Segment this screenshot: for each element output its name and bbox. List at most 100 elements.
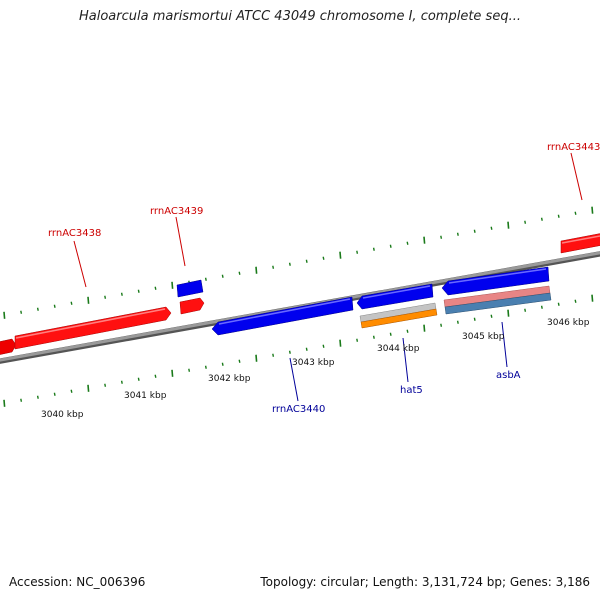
tick-minor [272, 353, 275, 357]
tick-minor [322, 256, 325, 260]
tick-minor [473, 317, 476, 321]
tick-major [423, 236, 426, 244]
gene-rrnAC3438[interactable] [14, 306, 172, 350]
tick-major [87, 296, 90, 304]
gene-block-3039[interactable] [176, 279, 204, 298]
gene-labels: rrnAC3438 rrnAC3439 rrnAC3443 rrnAC3440 … [48, 142, 600, 415]
label-rrnAC3439[interactable]: rrnAC3439 [150, 206, 203, 217]
kbp-label-3046: 3046 kbp [547, 318, 590, 328]
tick-major [423, 324, 426, 332]
gene-block-left-edge[interactable] [0, 338, 17, 355]
tick-minor [204, 365, 207, 369]
kbp-label-3043: 3043 kbp [292, 358, 335, 368]
kbp-label-3044: 3044 kbp [377, 344, 420, 354]
tick-major [171, 369, 174, 377]
tick-minor [456, 232, 459, 236]
tick-minor [120, 380, 123, 384]
kbp-label-3041: 3041 kbp [124, 391, 167, 401]
tick-major [255, 354, 258, 362]
tick-minor [524, 308, 527, 312]
label-hat5[interactable]: hat5 [400, 385, 423, 396]
tick-minor [137, 377, 140, 381]
gene-rrnAC3439[interactable] [179, 297, 205, 315]
tick-minor [221, 274, 224, 278]
tick-minor [372, 335, 375, 339]
tick-minor [440, 323, 443, 327]
tick-minor [490, 226, 493, 230]
tick-minor [104, 295, 107, 299]
tick-major [591, 294, 594, 302]
tick-major [255, 266, 258, 274]
tick-minor [36, 395, 39, 399]
tick-minor [204, 277, 207, 281]
tick-minor [104, 383, 107, 387]
tick-minor [305, 259, 308, 263]
feature-orange[interactable] [360, 308, 438, 329]
tick-minor [288, 350, 291, 354]
tick-minor [154, 374, 157, 378]
kbp-label-3045: 3045 kbp [462, 332, 505, 342]
kbp-label-3040: 3040 kbp [41, 410, 84, 420]
tick-minor [456, 320, 459, 324]
gene-rrnAC3440[interactable] [211, 296, 354, 336]
tick-minor [20, 398, 23, 402]
tick-minor [238, 359, 241, 363]
tick-minor [540, 217, 543, 221]
tick-minor [272, 265, 275, 269]
gene-hat5-region[interactable] [356, 283, 434, 310]
tick-minor [574, 211, 577, 215]
kbp-label-3042: 3042 kbp [208, 374, 251, 384]
label-leaders [73, 152, 583, 402]
label-rrnAC3440[interactable]: rrnAC3440 [272, 404, 325, 415]
tick-minor [188, 368, 191, 372]
tick-minor [540, 305, 543, 309]
label-asbA[interactable]: asbA [496, 370, 521, 381]
gene-asbA-region[interactable] [441, 266, 550, 296]
kbp-labels: 3040 kbp 3041 kbp 3042 kbp 3043 kbp 3044… [41, 318, 590, 420]
label-rrnAC3438[interactable]: rrnAC3438 [48, 228, 101, 239]
tick-minor [389, 332, 392, 336]
tick-minor [574, 299, 577, 303]
tick-minor [440, 235, 443, 239]
genome-summary-text: Topology: circular; Length: 3,131,724 bp… [260, 575, 590, 589]
tick-minor [288, 262, 291, 266]
tick-minor [238, 271, 241, 275]
tick-major [591, 206, 594, 214]
tick-minor [137, 289, 140, 293]
tick-minor [473, 229, 476, 233]
tick-minor [557, 302, 560, 306]
tick-minor [372, 247, 375, 251]
tick-minor [221, 362, 224, 366]
forward-strand-genes [0, 233, 600, 355]
tick-major [339, 339, 342, 347]
tick-minor [53, 304, 56, 308]
feature-steel[interactable] [444, 292, 552, 315]
tick-minor [557, 214, 560, 218]
tick-major [507, 309, 510, 317]
tick-minor [53, 392, 56, 396]
tick-major [171, 281, 174, 289]
tick-major [3, 311, 6, 319]
tick-minor [406, 241, 409, 245]
gene-rrnAC3443[interactable] [560, 233, 600, 254]
tick-minor [70, 389, 73, 393]
reverse-strand-genes [176, 266, 550, 336]
tick-major [507, 221, 510, 229]
tick-minor [389, 244, 392, 248]
tick-minor [36, 307, 39, 311]
tick-minor [406, 329, 409, 333]
tick-row-upper [3, 206, 594, 319]
tick-major [3, 399, 6, 407]
tick-row-lower [3, 294, 594, 407]
tick-minor [305, 347, 308, 351]
label-rrnAC3443[interactable]: rrnAC3443 [547, 142, 600, 153]
map-title: Haloarcula marismortui ATCC 43049 chromo… [79, 9, 521, 24]
accession-text: Accession: NC_006396 [9, 575, 146, 589]
tick-minor [490, 314, 493, 318]
tick-minor [20, 310, 23, 314]
other-features [359, 285, 552, 329]
tick-minor [356, 338, 359, 342]
tick-minor [120, 292, 123, 296]
tick-major [87, 384, 90, 392]
